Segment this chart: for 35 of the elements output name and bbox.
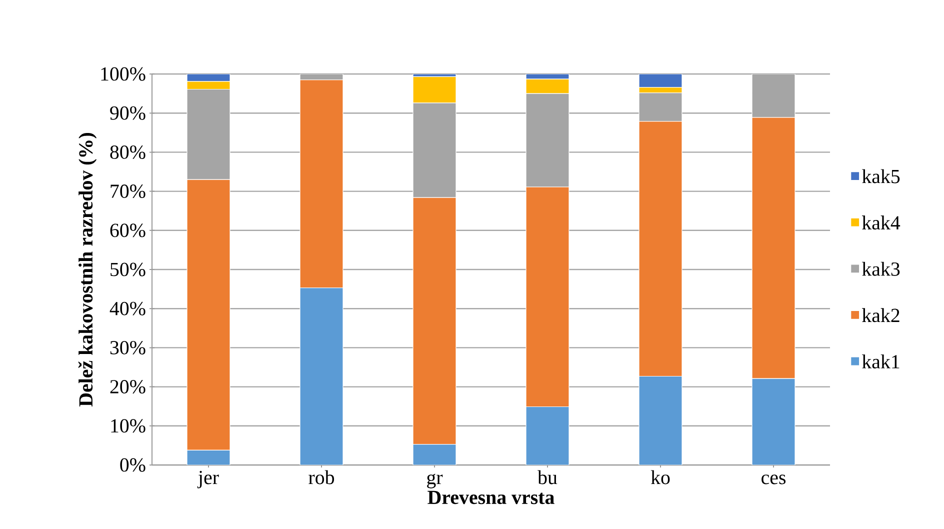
bar (638, 376, 682, 465)
bar (752, 378, 796, 465)
y-tick-label: 70% (110, 184, 146, 198)
y-axis-title: Delež kakovostnih razredov (%) (78, 133, 97, 406)
x-tick-label: bu (538, 470, 558, 484)
legend-label: kak3 (862, 262, 900, 276)
bar (412, 444, 456, 465)
y-tick-label: 0% (120, 458, 146, 472)
y-tick-label: 100% (101, 67, 146, 81)
bar (638, 74, 682, 88)
bar (412, 102, 456, 198)
y-tick-label: 60% (110, 224, 146, 238)
bar (526, 93, 570, 188)
bar (638, 92, 682, 122)
y-tick-label: 50% (110, 262, 146, 276)
y-tick-label: 10% (111, 419, 146, 433)
bar (526, 406, 570, 465)
y-tick-label: 80% (110, 145, 146, 159)
x-tick-label: jer (197, 470, 219, 488)
legend-label: kak2 (862, 308, 900, 322)
y-tick-label: 30% (110, 340, 146, 354)
x-axis-title: Drevesna vrsta (428, 490, 554, 504)
y-tick-label: 20% (110, 380, 146, 394)
x-tick-label: ces (762, 474, 786, 484)
legend-label: kak1 (862, 354, 900, 368)
x-tick-label: gr (427, 474, 443, 488)
x-tick-label: rob (308, 470, 334, 484)
y-tick-label: 90% (110, 106, 146, 120)
legend-label: kak4 (862, 216, 900, 230)
bar (186, 88, 230, 180)
bar (300, 288, 344, 465)
legend-label: kak5 (862, 169, 900, 184)
bar (186, 450, 230, 465)
y-tick-label: 40% (110, 302, 146, 316)
x-tick-label: ko (650, 470, 670, 484)
